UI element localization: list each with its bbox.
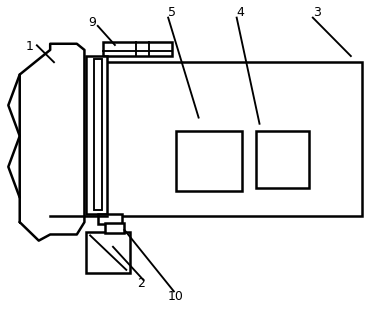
- Bar: [98, 214, 123, 224]
- Text: 2: 2: [138, 277, 146, 290]
- Bar: [94, 59, 102, 210]
- Text: 10: 10: [168, 290, 184, 303]
- Bar: [176, 131, 243, 191]
- Bar: [104, 42, 172, 56]
- Bar: [86, 56, 107, 214]
- Bar: [104, 62, 362, 216]
- Bar: [256, 131, 309, 188]
- Text: 3: 3: [312, 6, 320, 19]
- Text: 4: 4: [236, 6, 244, 19]
- Text: 5: 5: [168, 6, 176, 19]
- Text: 1: 1: [25, 40, 33, 53]
- Text: 9: 9: [88, 16, 96, 29]
- Bar: [105, 223, 124, 233]
- Bar: [86, 232, 130, 273]
